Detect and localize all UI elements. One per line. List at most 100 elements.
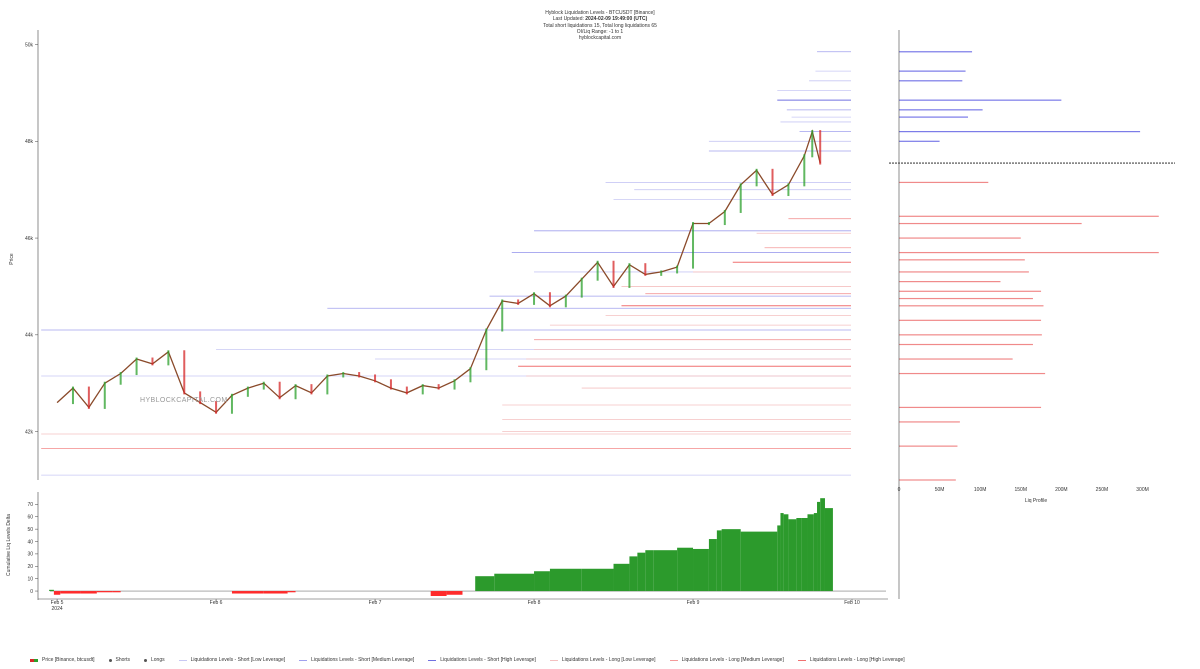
short-profile-bar <box>899 116 968 118</box>
price-candle <box>660 270 663 276</box>
price-candle <box>437 384 440 390</box>
delta-positive-step <box>820 498 825 592</box>
short-profile-bar <box>899 80 963 82</box>
legend-item[interactable]: Longs <box>143 657 165 663</box>
time-x-year-label: 2024 <box>52 606 63 612</box>
price-candle <box>405 386 408 395</box>
time-x-tick-label: Feb 6 <box>210 600 223 606</box>
price-candle <box>517 299 520 305</box>
delta-positive-step <box>637 552 646 592</box>
profile-x-tick-label: 0 <box>898 487 901 493</box>
delta-positive-step <box>693 548 709 592</box>
delta-positive-step <box>788 519 797 592</box>
price-candle <box>294 384 297 400</box>
price-candle <box>644 263 647 276</box>
legend-swatch <box>299 659 308 661</box>
long-profile-bar <box>899 305 1044 307</box>
delta-positive-step <box>629 556 638 592</box>
profile-x-tick-label: 100M <box>974 487 987 493</box>
delta-positive-step <box>716 530 722 592</box>
price-candle <box>246 386 249 397</box>
legend-item[interactable]: Liquidations Levels - Short [Low Leverag… <box>178 657 286 663</box>
price-candle <box>119 372 122 385</box>
profile-x-tick-label: 150M <box>1015 487 1028 493</box>
legend-label: Liquidations Levels - Long [Medium Lever… <box>681 657 784 663</box>
time-x-tick-label: Feb 7 <box>369 600 382 606</box>
delta-positive-step <box>721 529 741 592</box>
price-candle <box>811 130 814 158</box>
price-y-axis-label: Price <box>9 253 15 265</box>
price-candle <box>580 277 583 298</box>
price-candle <box>342 372 345 378</box>
time-x-tick-label: Feb 9 <box>687 600 700 606</box>
price-candle <box>755 168 758 187</box>
legend-label: Shorts <box>115 657 130 663</box>
price-candle <box>326 374 329 395</box>
price-candle <box>374 374 377 383</box>
price-candle <box>230 393 233 414</box>
liquidation-level-lines <box>41 51 851 476</box>
chart-header: Hyblock Liquidation Levels - BTCUSDT [Bi… <box>430 10 770 41</box>
chart-legend: Price [Binance, btcusdt] Shorts Longs Liqui… <box>30 657 905 663</box>
price-candle <box>87 386 90 409</box>
long-profile-bar <box>899 319 1042 321</box>
price-series <box>56 129 822 414</box>
legend-item[interactable]: Liquidations Levels - Short [Medium Leve… <box>299 657 414 663</box>
long-profile-bar <box>899 334 1042 336</box>
legend-label: Longs <box>150 657 165 663</box>
delta-positive-step <box>740 531 773 592</box>
legend-swatch <box>428 659 437 661</box>
price-candle <box>533 292 536 305</box>
delta-y-tick-label: 30 <box>27 552 33 558</box>
delta-positive-step <box>653 550 678 592</box>
price-candle <box>612 260 615 288</box>
price-candle <box>819 130 822 165</box>
delta-positive-step <box>777 525 781 592</box>
price-candle <box>803 154 806 187</box>
price-candle <box>564 294 567 308</box>
long-profile-bar <box>899 297 1033 300</box>
delta-positive-step <box>801 518 808 592</box>
time-x-tick-label: Feb 5 <box>51 600 64 606</box>
legend-item[interactable]: Liquidations Levels - Long [High Leverag… <box>797 657 905 663</box>
price-candle <box>183 350 186 395</box>
legend-swatch <box>143 658 147 662</box>
watermark: HYBLOCKCAPITAL.COM <box>140 397 228 404</box>
short-profile-bar <box>899 70 966 72</box>
legend-label: Liquidations Levels - Long [Low Leverage… <box>561 657 656 663</box>
price-candle <box>707 222 710 226</box>
delta-y-tick-label: 0 <box>30 589 33 595</box>
profile-x-tick-label: 50M <box>935 487 945 493</box>
legend-swatch <box>30 658 38 662</box>
last-updated: Last Updated: 2024-02-09 19:49:00 (UTC) <box>430 16 770 22</box>
price-candle <box>103 381 106 409</box>
liq-profile-panel <box>889 51 1175 481</box>
price-candle <box>723 209 726 226</box>
price-candle <box>167 350 170 366</box>
delta-negative-step <box>446 591 463 595</box>
legend-item[interactable]: Liquidations Levels - Long [Low Leverage… <box>549 657 656 663</box>
delta-y-tick-label: 60 <box>27 515 33 521</box>
delta-positive-step <box>817 501 821 592</box>
delta-negative-step <box>430 591 447 596</box>
price-candle <box>501 299 504 332</box>
price-candle <box>151 357 154 366</box>
long-profile-bar <box>899 358 1013 360</box>
legend-item[interactable]: Liquidations Levels - Short [High Levera… <box>428 657 536 663</box>
long-profile-bar <box>899 251 1159 254</box>
last-updated-label: Last Updated: <box>552 16 584 23</box>
legend-label: Liquidations Levels - Short [Low Leverag… <box>190 657 286 663</box>
legend-label: Liquidations Levels - Long [High Leverag… <box>809 657 905 663</box>
legend-item[interactable]: Shorts <box>108 657 130 663</box>
delta-y-tick-label: 40 <box>27 539 33 545</box>
delta-positive-step <box>807 514 814 592</box>
legend-swatch <box>108 658 112 662</box>
long-profile-bar <box>899 222 1082 225</box>
legend-item[interactable]: Price [Binance, btcusdt] <box>30 657 95 663</box>
price-candle <box>278 381 281 400</box>
legend-item[interactable]: Liquidations Levels - Long [Medium Lever… <box>669 657 784 663</box>
price-line <box>56 129 821 414</box>
legend-swatch <box>549 659 558 661</box>
delta-negative-step <box>263 591 288 594</box>
